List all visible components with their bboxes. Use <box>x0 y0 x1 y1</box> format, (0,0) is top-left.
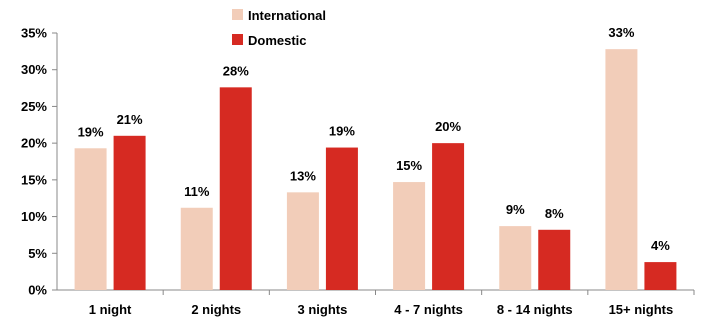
legend-swatch-domestic <box>232 34 243 45</box>
y-tick-label: 0% <box>28 283 47 298</box>
bars <box>74 49 677 291</box>
data-label-domestic: 4% <box>651 238 670 253</box>
bar-domestic <box>644 262 677 290</box>
data-label-international: 13% <box>290 168 316 183</box>
data-label-domestic: 21% <box>117 112 143 127</box>
bar-international <box>499 226 532 290</box>
y-tick-label: 5% <box>28 246 47 261</box>
x-tick-label: 4 - 7 nights <box>394 302 463 317</box>
y-tick-label: 35% <box>21 26 47 41</box>
axes: 0% 5% 10% 15% 20% 25% 30% 35% 1 night 2 nights 3 n… <box>21 26 695 317</box>
data-label-international: 19% <box>78 124 104 139</box>
data-labels: 19% 21% 11% 28% 13% 19% 15% 20% 9% 8% 33% 4% <box>78 25 671 253</box>
y-tick-label: 15% <box>21 172 47 187</box>
y-tick-label: 20% <box>21 136 47 151</box>
bar-international <box>393 182 426 290</box>
legend: International Domestic <box>232 8 326 48</box>
x-tick-label: 3 nights <box>297 302 347 317</box>
x-tick-label: 8 - 14 nights <box>497 302 573 317</box>
bar-domestic <box>325 147 358 290</box>
data-label-domestic: 20% <box>435 119 461 134</box>
y-tick-label: 25% <box>21 99 47 114</box>
data-label-international: 33% <box>608 25 634 40</box>
data-label-international: 15% <box>396 158 422 173</box>
x-tick-label: 1 night <box>89 302 132 317</box>
legend-label-international: International <box>248 8 326 23</box>
x-tick-label: 15+ nights <box>609 302 674 317</box>
data-label-domestic: 19% <box>329 124 355 139</box>
bar-international <box>74 148 107 290</box>
bar-international <box>180 207 213 290</box>
data-label-domestic: 28% <box>223 63 249 78</box>
bar-domestic <box>432 143 465 290</box>
y-tick-label: 10% <box>21 209 47 224</box>
bar-domestic <box>113 135 146 290</box>
bar-international <box>605 49 638 291</box>
x-tick-label: 2 nights <box>191 302 241 317</box>
legend-label-domestic: Domestic <box>248 33 307 48</box>
bar-domestic <box>219 87 252 290</box>
data-label-international: 11% <box>184 184 210 199</box>
legend-swatch-international <box>232 9 243 20</box>
bar-domestic <box>538 229 571 290</box>
y-tick-label: 30% <box>21 62 47 77</box>
data-label-international: 9% <box>506 202 525 217</box>
data-label-domestic: 8% <box>545 206 564 221</box>
bar-international <box>286 192 319 290</box>
